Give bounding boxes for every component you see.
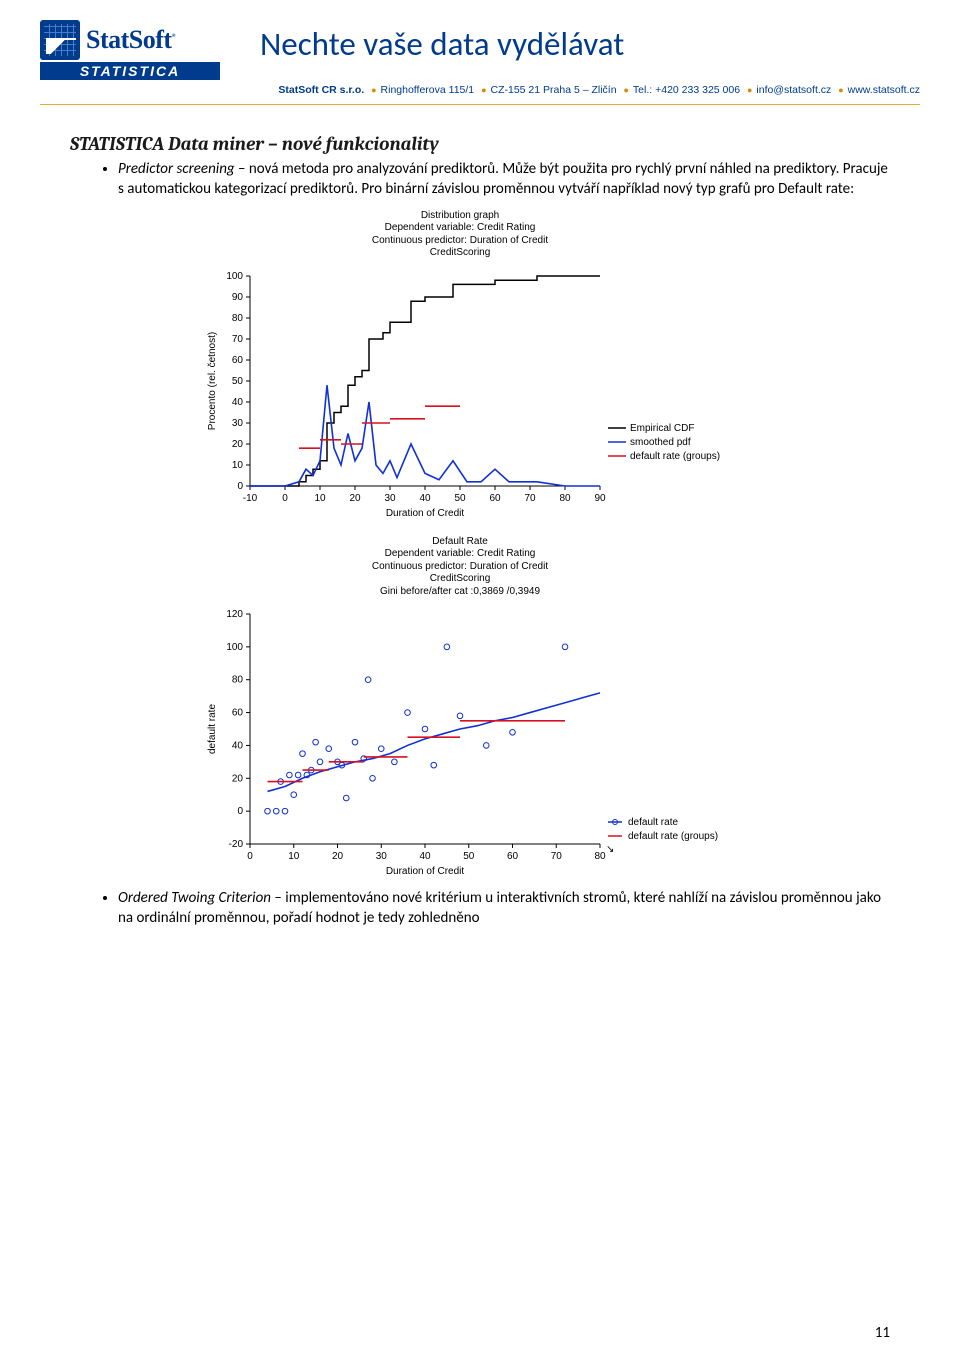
chart1-title-1: Dependent variable: Credit Rating bbox=[200, 222, 720, 235]
chart1-title-0: Distribution graph bbox=[200, 210, 720, 223]
svg-text:50: 50 bbox=[232, 376, 244, 387]
svg-text:80: 80 bbox=[232, 313, 244, 324]
svg-text:10: 10 bbox=[314, 493, 326, 504]
chart2-title-1: Dependent variable: Credit Rating bbox=[200, 548, 720, 561]
svg-text:50: 50 bbox=[463, 851, 475, 862]
svg-text:90: 90 bbox=[232, 292, 244, 303]
page-number: 11 bbox=[875, 1324, 890, 1342]
svg-text:60: 60 bbox=[507, 851, 519, 862]
svg-text:40: 40 bbox=[232, 397, 244, 408]
svg-text:default rate: default rate bbox=[628, 817, 678, 828]
chart2-title-0: Default Rate bbox=[200, 536, 720, 549]
svg-text:default rate (groups): default rate (groups) bbox=[628, 831, 718, 842]
svg-text:Empirical CDF: Empirical CDF bbox=[630, 423, 694, 434]
chart1-title-2: Continuous predictor: Duration of Credit bbox=[200, 235, 720, 248]
registered-mark: ® bbox=[172, 32, 178, 45]
chart2-svg: -2002040608010012001020304050607080Durat… bbox=[200, 604, 720, 884]
svg-text:100: 100 bbox=[226, 642, 243, 653]
bullet-term: Ordered Twoing Criterion bbox=[118, 889, 271, 907]
bullet-item: Predictor screening – nová metoda pro an… bbox=[118, 159, 890, 200]
svg-text:smoothed pdf: smoothed pdf bbox=[630, 437, 691, 448]
svg-text:60: 60 bbox=[232, 708, 244, 719]
svg-text:default rate: default rate bbox=[207, 704, 218, 754]
svg-text:0: 0 bbox=[282, 493, 288, 504]
contact-tel: Tel.: +420 233 325 006 bbox=[633, 84, 740, 96]
svg-text:30: 30 bbox=[232, 418, 244, 429]
svg-text:100: 100 bbox=[226, 271, 243, 282]
svg-text:70: 70 bbox=[524, 493, 536, 504]
bullet-list-2: Ordered Twoing Criterion – implementován… bbox=[70, 888, 890, 929]
svg-text:60: 60 bbox=[232, 355, 244, 366]
section-title: STATISTICA Data miner – nové funkcionali… bbox=[70, 133, 890, 155]
svg-text:0: 0 bbox=[247, 851, 253, 862]
svg-text:0: 0 bbox=[237, 806, 243, 817]
svg-text:90: 90 bbox=[594, 493, 606, 504]
svg-text:80: 80 bbox=[594, 851, 606, 862]
bullet-term: Predictor screening bbox=[118, 160, 235, 178]
bullet-list: Predictor screening – nová metoda pro an… bbox=[70, 159, 890, 200]
svg-text:default rate (groups): default rate (groups) bbox=[630, 451, 720, 462]
svg-text:50: 50 bbox=[454, 493, 466, 504]
content: STATISTICA Data miner – nové funkcionali… bbox=[0, 105, 960, 971]
statsoft-logo-icon bbox=[40, 20, 80, 60]
svg-text:↘: ↘ bbox=[606, 844, 614, 855]
svg-text:20: 20 bbox=[232, 773, 244, 784]
svg-text:20: 20 bbox=[349, 493, 361, 504]
svg-text:60: 60 bbox=[489, 493, 501, 504]
svg-text:70: 70 bbox=[551, 851, 563, 862]
svg-text:20: 20 bbox=[232, 439, 244, 450]
svg-text:70: 70 bbox=[232, 334, 244, 345]
chart2-title-3: CreditScoring bbox=[200, 573, 720, 586]
header-title: Nechte vaše data vydělávat bbox=[260, 24, 920, 64]
svg-text:120: 120 bbox=[226, 609, 243, 620]
chart-default-rate: Default Rate Dependent variable: Credit … bbox=[200, 536, 720, 885]
svg-text:Duration of Credit: Duration of Credit bbox=[386, 866, 465, 877]
svg-text:10: 10 bbox=[288, 851, 300, 862]
logo-box: StatSoft® STATISTICA bbox=[40, 20, 240, 80]
svg-text:80: 80 bbox=[232, 675, 244, 686]
chart2-title-4: Gini before/after cat :0,3869 /0,3949 bbox=[200, 586, 720, 599]
svg-text:Procento (rel. četnost): Procento (rel. četnost) bbox=[207, 331, 218, 429]
chart-distribution: Distribution graph Dependent variable: C… bbox=[200, 210, 720, 526]
chart1-titles: Distribution graph Dependent variable: C… bbox=[200, 210, 720, 260]
svg-text:-10: -10 bbox=[243, 493, 258, 504]
svg-text:30: 30 bbox=[376, 851, 388, 862]
chart2-titles: Default Rate Dependent variable: Credit … bbox=[200, 536, 720, 599]
svg-text:10: 10 bbox=[232, 460, 244, 471]
chart1-svg: 0102030405060708090100-10010203040506070… bbox=[200, 266, 720, 526]
logo-word: StatSoft bbox=[86, 25, 172, 54]
svg-text:40: 40 bbox=[419, 493, 431, 504]
contact-web: www.statsoft.cz bbox=[848, 84, 920, 96]
bullet-item: Ordered Twoing Criterion – implementován… bbox=[118, 888, 890, 929]
contact-company: StatSoft CR s.r.o. bbox=[278, 84, 364, 96]
header-contact: StatSoft CR s.r.o. ●Ringhofferova 115/1 … bbox=[260, 84, 920, 96]
page-header: StatSoft® STATISTICA Nechte vaše data vy… bbox=[0, 0, 960, 102]
svg-text:20: 20 bbox=[332, 851, 344, 862]
svg-text:80: 80 bbox=[559, 493, 571, 504]
contact-city: CZ-155 21 Praha 5 – Zličín bbox=[491, 84, 617, 96]
contact-email: info@statsoft.cz bbox=[756, 84, 831, 96]
chart2-title-2: Continuous predictor: Duration of Credit bbox=[200, 561, 720, 574]
svg-text:40: 40 bbox=[419, 851, 431, 862]
header-right: Nechte vaše data vydělávat StatSoft CR s… bbox=[260, 20, 920, 96]
svg-text:30: 30 bbox=[384, 493, 396, 504]
svg-text:0: 0 bbox=[237, 481, 243, 492]
svg-text:-20: -20 bbox=[229, 839, 244, 850]
svg-text:Duration of Credit: Duration of Credit bbox=[386, 508, 465, 519]
svg-text:40: 40 bbox=[232, 740, 244, 751]
chart1-title-3: CreditScoring bbox=[200, 247, 720, 260]
logo-bar: STATISTICA bbox=[40, 62, 220, 80]
contact-addr: Ringhofferova 115/1 bbox=[381, 84, 475, 96]
